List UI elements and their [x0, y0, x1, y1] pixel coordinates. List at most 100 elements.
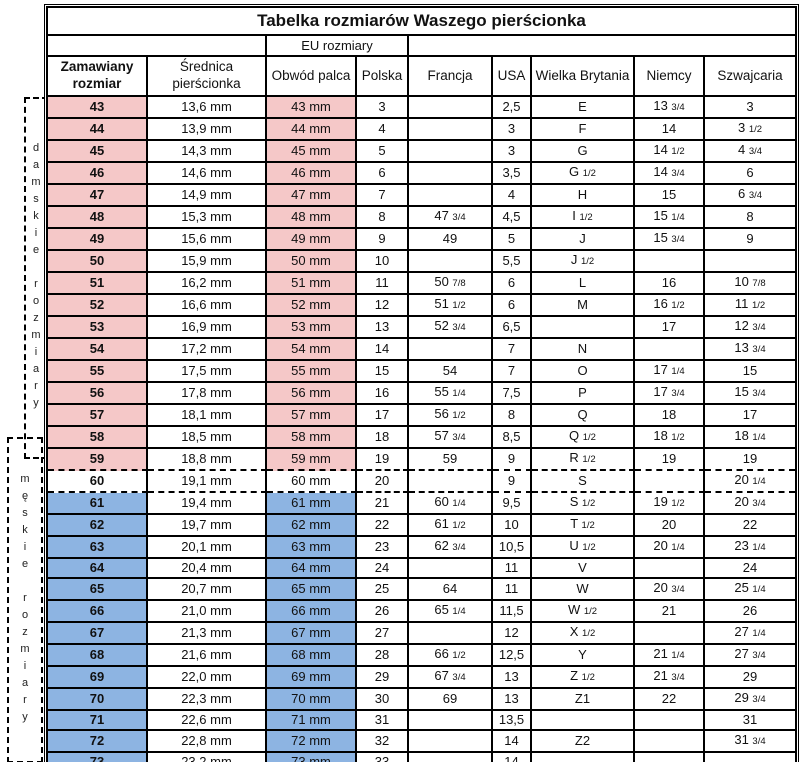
- table-row: 44 13,9 mm 44 mm 4 3 F 14 3 1/2: [48, 119, 795, 141]
- table-row: 48 15,3 mm 48 mm 8 47 3/4 4,5 I 1/2 15 1/4 8: [48, 207, 795, 229]
- column-header-diameter: Średnica pierścionka: [148, 57, 267, 97]
- cell-circumference: 50 mm: [267, 251, 357, 273]
- table-row: 69 22,0 mm 69 mm 29 67 3/4 13 Z 1/2 21 3/4 29: [48, 667, 795, 689]
- cell-circumference: 73 mm: [267, 753, 357, 762]
- cell-polska: 10: [357, 251, 409, 273]
- cell-size: 57: [48, 405, 148, 427]
- cell-size: 45: [48, 141, 148, 163]
- cell-circumference: 44 mm: [267, 119, 357, 141]
- table-row: 49 15,6 mm 49 mm 9 49 5 J 15 3/4 9: [48, 229, 795, 251]
- cell-diameter: 13,9 mm: [148, 119, 267, 141]
- table-row: 63 20,1 mm 63 mm 23 62 3/4 10,5 U 1/2 20 1/4 23 …: [48, 537, 795, 559]
- cell-niemcy: 14: [635, 119, 705, 141]
- cell-niemcy: 21 3/4: [635, 667, 705, 689]
- cell-francja: 57 3/4: [409, 427, 493, 449]
- cell-francja: [409, 623, 493, 645]
- cell-niemcy: 13 3/4: [635, 97, 705, 119]
- cell-szwajcaria: 3 1/2: [705, 119, 795, 141]
- table-row: 45 14,3 mm 45 mm 5 3 G 14 1/2 4 3/4: [48, 141, 795, 163]
- women-sizes-label: damskie rozmiary: [30, 142, 42, 414]
- cell-wielka_brytania: W: [532, 579, 635, 601]
- cell-diameter: 22,6 mm: [148, 711, 267, 731]
- cell-usa: 7: [493, 339, 532, 361]
- column-header-size: Zamawiany rozmiar: [48, 57, 148, 97]
- cell-circumference: 48 mm: [267, 207, 357, 229]
- cell-szwajcaria: 23 1/4: [705, 537, 795, 559]
- cell-circumference: 61 mm: [267, 493, 357, 515]
- cell-usa: 4: [493, 185, 532, 207]
- cell-francja: 60 1/4: [409, 493, 493, 515]
- ring-size-table: Tabelka rozmiarów Waszego pierścionka EU…: [46, 6, 797, 762]
- cell-circumference: 54 mm: [267, 339, 357, 361]
- cell-polska: 18: [357, 427, 409, 449]
- cell-wielka_brytania: J: [532, 229, 635, 251]
- cell-wielka_brytania: T 1/2: [532, 515, 635, 537]
- cell-diameter: 19,4 mm: [148, 493, 267, 515]
- cell-circumference: 62 mm: [267, 515, 357, 537]
- cell-usa: 10: [493, 515, 532, 537]
- cell-niemcy: [635, 251, 705, 273]
- table-row: 51 16,2 mm 51 mm 11 50 7/8 6 L 16 10 7/8: [48, 273, 795, 295]
- cell-wielka_brytania: Q 1/2: [532, 427, 635, 449]
- cell-francja: [409, 339, 493, 361]
- cell-usa: 3,5: [493, 163, 532, 185]
- cell-szwajcaria: 20 3/4: [705, 493, 795, 515]
- cell-niemcy: 15: [635, 185, 705, 207]
- cell-polska: 12: [357, 295, 409, 317]
- cell-circumference: 64 mm: [267, 559, 357, 579]
- cell-polska: 33: [357, 753, 409, 762]
- cell-wielka_brytania: G 1/2: [532, 163, 635, 185]
- cell-wielka_brytania: I 1/2: [532, 207, 635, 229]
- cell-szwajcaria: 27 1/4: [705, 623, 795, 645]
- cell-wielka_brytania: U 1/2: [532, 537, 635, 559]
- cell-diameter: 17,5 mm: [148, 361, 267, 383]
- cell-szwajcaria: 31 3/4: [705, 731, 795, 753]
- cell-usa: 6,5: [493, 317, 532, 339]
- cell-usa: 11: [493, 559, 532, 579]
- cell-diameter: 15,9 mm: [148, 251, 267, 273]
- cell-size: 53: [48, 317, 148, 339]
- cell-size: 51: [48, 273, 148, 295]
- cell-wielka_brytania: S: [532, 471, 635, 493]
- cell-francja: [409, 185, 493, 207]
- column-header-circumference: Obwód palca: [267, 57, 357, 97]
- cell-szwajcaria: 27 3/4: [705, 645, 795, 667]
- cell-wielka_brytania: [532, 753, 635, 762]
- cell-polska: 5: [357, 141, 409, 163]
- cell-wielka_brytania: J 1/2: [532, 251, 635, 273]
- eu-sizes-row: EU rozmiary: [48, 36, 795, 57]
- cell-circumference: 46 mm: [267, 163, 357, 185]
- table-header: Tabelka rozmiarów Waszego pierścionka EU…: [48, 8, 795, 97]
- cell-polska: 6: [357, 163, 409, 185]
- cell-niemcy: [635, 471, 705, 493]
- table-row: 43 13,6 mm 43 mm 3 2,5 E 13 3/4 3: [48, 97, 795, 119]
- cell-niemcy: 22: [635, 689, 705, 711]
- table-row: 67 21,3 mm 67 mm 27 12 X 1/2 27 1/4: [48, 623, 795, 645]
- cell-circumference: 72 mm: [267, 731, 357, 753]
- cell-diameter: 18,8 mm: [148, 449, 267, 471]
- cell-wielka_brytania: V: [532, 559, 635, 579]
- table-row: 50 15,9 mm 50 mm 10 5,5 J 1/2: [48, 251, 795, 273]
- cell-usa: 14: [493, 731, 532, 753]
- cell-niemcy: 18: [635, 405, 705, 427]
- column-header-usa: USA: [493, 57, 532, 97]
- cell-diameter: 19,1 mm: [148, 471, 267, 493]
- cell-francja: [409, 753, 493, 762]
- cell-wielka_brytania: P: [532, 383, 635, 405]
- cell-usa: 6: [493, 273, 532, 295]
- cell-szwajcaria: 22: [705, 515, 795, 537]
- cell-szwajcaria: 19: [705, 449, 795, 471]
- cell-circumference: 67 mm: [267, 623, 357, 645]
- cell-wielka_brytania: Q: [532, 405, 635, 427]
- cell-size: 60: [48, 471, 148, 493]
- cell-usa: 2,5: [493, 97, 532, 119]
- cell-francja: 69: [409, 689, 493, 711]
- cell-usa: 7: [493, 361, 532, 383]
- table-title: Tabelka rozmiarów Waszego pierścionka: [48, 8, 795, 36]
- cell-diameter: 16,6 mm: [148, 295, 267, 317]
- cell-diameter: 22,0 mm: [148, 667, 267, 689]
- cell-niemcy: [635, 711, 705, 731]
- cell-usa: 3: [493, 141, 532, 163]
- cell-diameter: 21,0 mm: [148, 601, 267, 623]
- cell-circumference: 70 mm: [267, 689, 357, 711]
